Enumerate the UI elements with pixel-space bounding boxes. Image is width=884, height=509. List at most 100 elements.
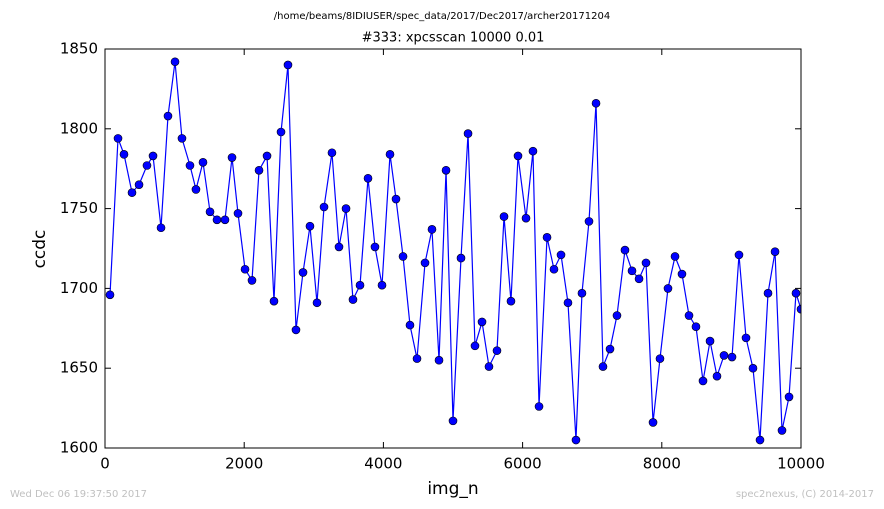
data-point — [612, 311, 622, 320]
data-point — [363, 173, 373, 183]
chart-title: #333: xpcsscan 10000 0.01 — [362, 31, 545, 46]
x-tick-label: 8000 — [643, 455, 681, 473]
data-point — [319, 202, 329, 212]
y-tick-label: 1850 — [60, 40, 98, 58]
data-point — [177, 134, 187, 143]
data-point — [305, 221, 315, 231]
data-point — [370, 242, 380, 252]
data-point — [727, 352, 737, 362]
data-point — [405, 320, 415, 330]
data-point — [434, 355, 444, 365]
data-point — [528, 146, 538, 156]
data-point — [348, 295, 358, 304]
data-point — [427, 225, 437, 234]
data-point — [398, 252, 408, 261]
data-point — [770, 247, 780, 256]
x-tick-label: 6000 — [504, 455, 542, 473]
data-point — [563, 298, 573, 308]
data-point — [712, 371, 722, 381]
data-point — [477, 317, 487, 327]
data-point — [470, 341, 480, 351]
data-point — [741, 333, 751, 343]
data-point — [542, 233, 552, 242]
x-tick-label: 2000 — [225, 455, 263, 473]
data-point — [233, 209, 243, 218]
data-point — [312, 298, 322, 308]
data-point — [198, 158, 208, 167]
data-point — [385, 150, 395, 159]
data-point — [262, 151, 272, 161]
x-tick-label: 10000 — [777, 455, 825, 473]
x-tick-label: 4000 — [364, 455, 402, 473]
data-point — [185, 161, 195, 170]
data-point — [698, 376, 708, 386]
data-point — [134, 180, 144, 189]
data-point — [391, 194, 401, 204]
data-point — [327, 148, 337, 158]
data-point — [205, 207, 215, 217]
data-point — [247, 276, 257, 285]
data-point — [276, 127, 286, 137]
data-point — [534, 402, 544, 411]
y-tick-label: 1750 — [60, 199, 98, 217]
data-point — [119, 150, 129, 159]
data-point — [506, 296, 516, 306]
data-point — [191, 185, 201, 194]
data-line — [109, 61, 801, 441]
data-point — [605, 344, 615, 354]
y-tick-label: 1700 — [60, 279, 98, 297]
plot-frame — [104, 48, 802, 449]
data-point — [670, 252, 680, 261]
y-tick-label: 1800 — [60, 119, 98, 137]
data-point — [420, 258, 430, 268]
credit: spec2nexus, (C) 2014-2017 — [736, 489, 874, 500]
data-point — [156, 223, 166, 233]
data-point — [341, 204, 351, 213]
data-point — [212, 215, 222, 225]
data-point — [240, 264, 250, 274]
data-point — [220, 215, 230, 225]
x-axis-label: img_n — [427, 479, 478, 499]
data-point — [577, 288, 587, 298]
data-point — [283, 60, 293, 70]
data-point — [598, 362, 608, 371]
data-point — [627, 266, 637, 276]
data-point — [148, 151, 158, 161]
data-point — [456, 253, 466, 263]
suptitle: /home/beams/8IDIUSER/spec_data/2017/Dec2… — [274, 11, 610, 22]
data-point — [641, 258, 651, 268]
data-point — [620, 245, 630, 255]
timestamp: Wed Dec 06 19:37:50 2017 — [10, 489, 147, 500]
data-point — [691, 322, 701, 332]
data-point — [448, 416, 458, 426]
data-point — [463, 129, 473, 138]
data-point — [377, 280, 387, 290]
data-point — [484, 362, 494, 371]
data-point — [334, 242, 344, 252]
data-point — [355, 280, 365, 290]
data-point — [591, 98, 601, 108]
data-point — [499, 212, 509, 221]
data-point — [513, 151, 523, 161]
data-point — [170, 57, 180, 67]
data-point — [648, 418, 658, 427]
data-point — [298, 268, 308, 277]
data-point — [734, 250, 744, 260]
data-point — [791, 288, 801, 298]
y-axis-label: ccdc — [30, 230, 50, 269]
data-point — [113, 134, 123, 143]
data-point — [441, 165, 451, 175]
x-tick-label: 0 — [100, 455, 110, 473]
data-point — [777, 426, 787, 435]
y-tick-label: 1600 — [60, 439, 98, 457]
data-point — [677, 269, 687, 279]
data-point — [748, 363, 758, 373]
data-point — [719, 351, 729, 360]
data-point — [684, 311, 694, 320]
data-point — [254, 165, 264, 175]
data-point — [269, 296, 279, 306]
data-point — [492, 346, 502, 355]
data-point — [127, 188, 137, 197]
data-point — [763, 288, 773, 298]
